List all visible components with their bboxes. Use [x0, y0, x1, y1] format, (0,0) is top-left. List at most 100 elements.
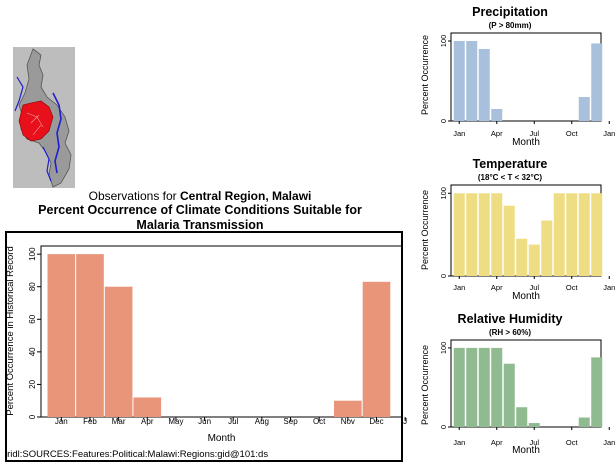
precipitation-yaxis-title: Percent Occurrence	[420, 35, 430, 115]
precipitation-bar-jan	[453, 41, 465, 121]
precipitation-ytick-label-0: 0	[439, 119, 448, 123]
humidity-xtick-label-0: Jan	[453, 438, 465, 447]
obs-region: Central Region, Malawi	[180, 189, 312, 203]
main-xtick-label-10: Nov	[341, 417, 355, 426]
humidity-xtick-label-4: Jan	[603, 438, 615, 447]
temperature-bar-jul	[528, 244, 540, 276]
temperature-xtick-label-2: Jul	[529, 283, 539, 292]
temperature-bar-jan	[453, 193, 465, 276]
temperature-xtick-label-1: Apr	[491, 283, 503, 292]
precipitation-bar-dec	[591, 43, 603, 121]
main-xtick-label-1: Feb	[83, 417, 97, 426]
humidity-ytick-label-0: 0	[439, 425, 448, 429]
obs-prefix: Observations for	[88, 189, 180, 203]
main-xtick-label-9: Oct	[313, 417, 326, 426]
humidity-bar-mar	[478, 347, 490, 427]
humidity-bar-apr	[491, 347, 503, 427]
humidity-bar-may	[503, 363, 515, 427]
humidity-subtitle: (RH > 60%)	[488, 328, 531, 337]
temperature-bar-nov	[578, 193, 590, 276]
temperature-xtick-label-4: Jan	[603, 283, 615, 292]
main-yaxis-title: Percent Occurrence in Historical Record	[5, 246, 16, 415]
temperature-title: Temperature	[472, 157, 548, 171]
main-ytick-label-40: 40	[28, 347, 37, 356]
humidity-bar-feb	[466, 347, 478, 427]
main-xtick-label-8: Sep	[283, 417, 298, 426]
humidity-bar-nov	[578, 417, 590, 427]
main-ytick-label-0: 0	[28, 414, 37, 419]
temperature-ytick-label-0: 0	[439, 274, 448, 278]
main-bar-dec	[362, 281, 391, 417]
main-xtick-label-4: May	[168, 417, 183, 426]
temperature-bar-dec	[591, 193, 603, 276]
humidity-bar-jun	[516, 407, 528, 427]
malawi-region-map-icon	[13, 47, 75, 188]
main-xtick-label-6: Jul	[228, 417, 238, 426]
main-xtick-label-2: Mar	[112, 417, 126, 426]
lake-shore-line	[52, 92, 62, 174]
humidity-bar-jul	[528, 423, 540, 427]
main-ytick-label-20: 20	[28, 379, 37, 388]
humidity-xtick-label-1: Apr	[491, 438, 503, 447]
precipitation-bar-mar	[478, 49, 490, 121]
humidity-xtick-label-2: Jul	[529, 438, 539, 447]
temperature-bar-apr	[491, 193, 503, 276]
temperature-xtick-label-0: Jan	[453, 283, 465, 292]
temperature-ytick-label-100: 100	[439, 187, 448, 200]
precipitation-ytick-label-100: 100	[439, 35, 448, 48]
central-region-shape	[18, 100, 54, 142]
temperature-bar-oct	[566, 193, 578, 276]
data-source-path: iridl:SOURCES:Features:Political:Malawi:…	[5, 449, 269, 460]
main-xaxis-title: Month	[208, 433, 236, 444]
temperature-bar-aug	[541, 220, 553, 276]
temperature-bar-sep	[553, 193, 565, 276]
main-bar-nov	[334, 400, 362, 417]
precipitation-xtick-label-3: Oct	[566, 129, 579, 138]
main-xtick-label-12: J	[403, 417, 407, 426]
precipitation-title: Precipitation	[472, 5, 548, 19]
observations-line: Observations for Central Region, Malawi	[0, 189, 400, 203]
main-xtick-label-7: Aug	[255, 417, 269, 426]
precipitation-xtick-label-4: Jan	[603, 129, 615, 138]
district-lines	[26, 112, 44, 136]
temperature-bar-jun	[516, 238, 528, 276]
precipitation-bar-feb	[466, 41, 478, 121]
precipitation-xtick-label-2: Jul	[529, 129, 539, 138]
humidity-xaxis-title: Month	[512, 445, 540, 456]
main-ytick-label-100: 100	[28, 247, 37, 261]
temperature-bar-may	[503, 205, 515, 276]
temperature-bar-mar	[478, 193, 490, 276]
humidity-ytick-label-100: 100	[439, 342, 448, 355]
river-line	[14, 76, 24, 112]
main-bar-apr	[133, 397, 162, 417]
main-bar-mar	[104, 286, 133, 417]
temperature-xaxis-title: Month	[512, 291, 540, 302]
humidity-bar-dec	[591, 357, 603, 427]
humidity-bar-jan	[453, 347, 465, 427]
main-xtick-label-3: Apr	[141, 417, 154, 426]
precipitation-bar-nov	[578, 97, 590, 121]
main-title-line1: Percent Occurrence of Climate Conditions…	[38, 203, 362, 217]
main-ytick-label-60: 60	[28, 314, 37, 323]
precipitation-subtitle: (P > 80mm)	[488, 21, 532, 30]
south-river-line	[42, 146, 52, 182]
temperature-subtitle: (18°C < T < 32°C)	[477, 173, 543, 182]
main-ytick-label-80: 80	[28, 282, 37, 291]
main-xtick-label-5: Jun	[198, 417, 211, 426]
main-bar-jan	[47, 254, 76, 417]
humidity-title: Relative Humidity	[457, 312, 563, 326]
precipitation-bar-apr	[491, 109, 503, 121]
temperature-xtick-label-3: Oct	[566, 283, 579, 292]
main-title-line2: Malaria Transmission	[136, 218, 264, 232]
main-xtick-label-11: Dec	[369, 417, 383, 426]
temperature-yaxis-title: Percent Occurrence	[420, 190, 430, 270]
humidity-yaxis-title: Percent Occurrence	[420, 345, 430, 425]
precipitation-xaxis-title: Month	[512, 137, 540, 148]
precipitation-xtick-label-1: Apr	[491, 129, 503, 138]
precipitation-xtick-label-0: Jan	[453, 129, 465, 138]
humidity-xtick-label-3: Oct	[566, 438, 579, 447]
main-xtick-label-0: Jan	[55, 417, 68, 426]
main-plot-frame	[40, 245, 403, 418]
